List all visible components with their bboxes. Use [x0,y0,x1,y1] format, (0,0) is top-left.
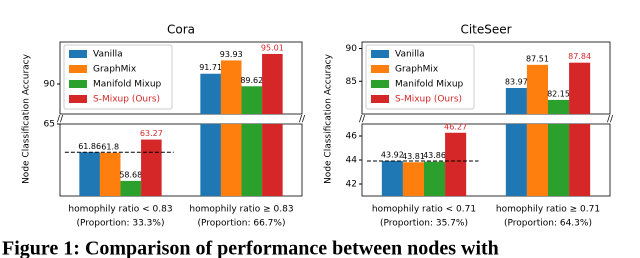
legend-box [365,44,475,110]
legend-label: S-Mixup (Ours) [93,95,160,105]
caption: Figure 1: Comparison of performance betw… [2,238,499,258]
bar [505,88,527,114]
value-label: 46.27 [444,122,467,131]
bar [262,124,283,196]
bar [569,124,591,196]
chart-title: Cora [167,23,195,37]
y-tick-label: 65 [44,120,55,130]
legend-label: GraphMix [93,65,137,75]
axis-break: // [607,115,614,125]
x-tick-label: homophily ratio ≥ 0.71 [496,205,600,215]
bar [262,53,283,114]
bar [200,124,221,196]
x-tick-label: (Proportion: 35.7%) [380,219,468,229]
bar [505,124,527,196]
legend-label: Manifold Mixup [93,80,162,90]
bar [220,60,242,114]
y-tick-label: 42 [346,180,357,190]
x-tick-label: (Proportion: 66.7%) [198,219,286,229]
value-label: 61.8 [101,142,119,151]
legend-swatch [371,95,389,103]
legend-swatch [69,50,87,58]
value-label: 82.15 [547,89,570,98]
legend-swatch [69,95,87,103]
bar [526,64,548,114]
bar [381,160,403,196]
bar [120,180,142,196]
axis-break: // [299,115,306,125]
bar [445,132,467,196]
bar [241,86,263,114]
bar [241,124,263,196]
y-axis-label: Node Classification Accuracy [22,53,32,184]
bar [548,124,570,196]
y-axis-label: Node Classification Accuracy [324,53,334,184]
legend-label: Manifold Mixup [395,80,464,90]
bar [141,139,162,196]
axis-break: // [57,115,64,125]
x-tick-label: (Proportion: 33.3%) [77,219,165,229]
x-tick-label: homophily ratio ≥ 0.83 [189,205,293,215]
legend-swatch [371,65,389,73]
bar [99,152,121,196]
legend-label: Vanilla [395,50,425,60]
bar [569,62,591,114]
legend-swatch [69,80,87,88]
value-label: 43.81 [402,152,425,161]
value-label: 91.71 [199,63,222,72]
y-tick-label: 46 [346,132,358,142]
value-label: 83.97 [505,78,528,87]
axes-frame [59,123,303,197]
y-tick-label: 90 [44,80,56,90]
y-tick-label: 90 [346,44,358,54]
value-label: 43.86 [423,151,446,160]
legend-label: GraphMix [395,65,439,75]
y-tick-label: 85 [346,77,357,87]
legend-label: Vanilla [93,50,123,60]
y-tick-label: 44 [346,156,358,166]
value-label: 95.01 [261,43,284,52]
axes-frame [361,41,611,115]
value-label: 89.62 [240,76,263,85]
legend-swatch [371,50,389,58]
bar [424,161,446,196]
axes-frame [59,41,303,115]
bar [402,162,424,196]
legend-box [63,44,173,110]
bar [220,124,242,196]
x-tick-label: (Proportion: 64.3%) [504,219,592,229]
value-label: 63.27 [140,129,163,138]
value-label: 61.86 [78,142,101,151]
chart-title: CiteSeer [460,23,511,37]
bar [200,73,221,114]
bar [548,99,570,114]
bar [79,152,100,196]
x-tick-label: homophily ratio < 0.83 [68,205,172,215]
value-label: 58.68 [119,170,142,179]
legend-swatch [371,80,389,88]
value-label: 87.51 [526,54,549,63]
x-tick-label: homophily ratio < 0.71 [372,205,476,215]
value-label: 87.84 [568,52,591,61]
legend-swatch [69,65,87,73]
value-label: 43.92 [381,150,404,159]
value-label: 93.93 [220,50,243,59]
legend-label: S-Mixup (Ours) [395,95,462,105]
bar [526,124,548,196]
axis-break: // [359,115,366,125]
